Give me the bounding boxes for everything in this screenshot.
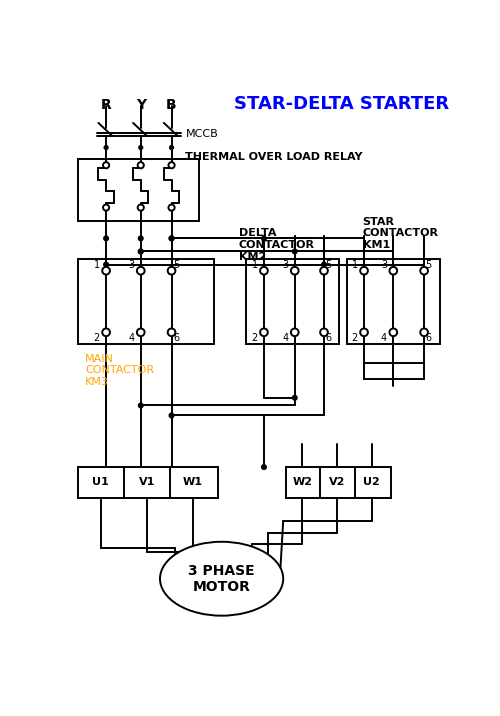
Text: V1: V1 xyxy=(138,478,155,488)
Text: 2: 2 xyxy=(252,334,258,344)
Circle shape xyxy=(390,267,397,274)
Circle shape xyxy=(104,236,108,241)
Circle shape xyxy=(292,249,297,253)
Text: U2: U2 xyxy=(364,478,380,488)
Text: STAR-DELTA STARTER: STAR-DELTA STARTER xyxy=(234,95,449,113)
Circle shape xyxy=(169,236,174,241)
Text: 3 PHASE
MOTOR: 3 PHASE MOTOR xyxy=(188,563,255,594)
Circle shape xyxy=(168,267,175,274)
Circle shape xyxy=(138,205,144,211)
Bar xyxy=(347,259,440,344)
Circle shape xyxy=(168,329,175,337)
Circle shape xyxy=(103,205,109,211)
Text: 3: 3 xyxy=(128,260,134,269)
Text: MAIN
CONTACTOR
KM3: MAIN CONTACTOR KM3 xyxy=(86,354,154,387)
Circle shape xyxy=(262,465,266,470)
Circle shape xyxy=(292,395,297,400)
Text: B: B xyxy=(166,98,177,112)
Text: W2: W2 xyxy=(292,478,312,488)
Circle shape xyxy=(104,262,108,267)
Text: 3: 3 xyxy=(282,260,288,269)
Circle shape xyxy=(139,145,142,150)
Circle shape xyxy=(102,329,110,337)
Text: 4: 4 xyxy=(128,334,134,344)
Bar xyxy=(78,259,214,344)
Circle shape xyxy=(420,329,428,337)
Text: U1: U1 xyxy=(92,478,109,488)
Text: THERMAL OVER LOAD RELAY: THERMAL OVER LOAD RELAY xyxy=(186,152,363,162)
Text: 2: 2 xyxy=(94,334,100,344)
Text: W1: W1 xyxy=(183,478,203,488)
Text: 5: 5 xyxy=(326,260,332,269)
Circle shape xyxy=(420,267,428,274)
Circle shape xyxy=(137,267,144,274)
Circle shape xyxy=(169,236,174,241)
Circle shape xyxy=(262,236,266,241)
Bar xyxy=(286,467,391,498)
Text: 6: 6 xyxy=(426,334,432,344)
Circle shape xyxy=(320,267,328,274)
Circle shape xyxy=(291,329,298,337)
Bar xyxy=(78,159,198,221)
Text: STAR
CONTACTOR
KM1: STAR CONTACTOR KM1 xyxy=(362,217,438,250)
Text: V2: V2 xyxy=(329,478,345,488)
Text: 4: 4 xyxy=(381,334,387,344)
Circle shape xyxy=(322,262,326,267)
Circle shape xyxy=(137,329,144,337)
Text: 1: 1 xyxy=(352,260,358,269)
Circle shape xyxy=(320,329,328,337)
Circle shape xyxy=(170,145,173,150)
Text: 5: 5 xyxy=(426,260,432,269)
Circle shape xyxy=(138,403,143,408)
Circle shape xyxy=(260,267,268,274)
Circle shape xyxy=(360,329,368,337)
Text: DELTA
CONTACTOR
KM2: DELTA CONTACTOR KM2 xyxy=(238,228,314,261)
Circle shape xyxy=(138,236,143,241)
Text: Y: Y xyxy=(136,98,146,112)
Circle shape xyxy=(168,162,174,168)
Circle shape xyxy=(390,329,397,337)
Circle shape xyxy=(291,267,298,274)
Text: 6: 6 xyxy=(173,334,179,344)
Circle shape xyxy=(138,249,143,253)
Text: 1: 1 xyxy=(252,260,258,269)
Circle shape xyxy=(168,205,174,211)
Circle shape xyxy=(260,329,268,337)
Circle shape xyxy=(102,267,110,274)
Text: 5: 5 xyxy=(173,260,180,269)
Text: 6: 6 xyxy=(326,334,332,344)
Circle shape xyxy=(360,267,368,274)
Text: 3: 3 xyxy=(381,260,387,269)
Circle shape xyxy=(138,249,143,253)
Text: R: R xyxy=(100,98,112,112)
Ellipse shape xyxy=(160,542,283,616)
Bar xyxy=(246,259,340,344)
Text: MCCB: MCCB xyxy=(186,130,218,140)
Text: 4: 4 xyxy=(282,334,288,344)
Text: 1: 1 xyxy=(94,260,100,269)
Text: 2: 2 xyxy=(352,334,358,344)
Circle shape xyxy=(138,162,144,168)
Circle shape xyxy=(103,162,109,168)
Circle shape xyxy=(104,145,108,150)
Bar xyxy=(78,467,218,498)
Circle shape xyxy=(169,413,174,418)
